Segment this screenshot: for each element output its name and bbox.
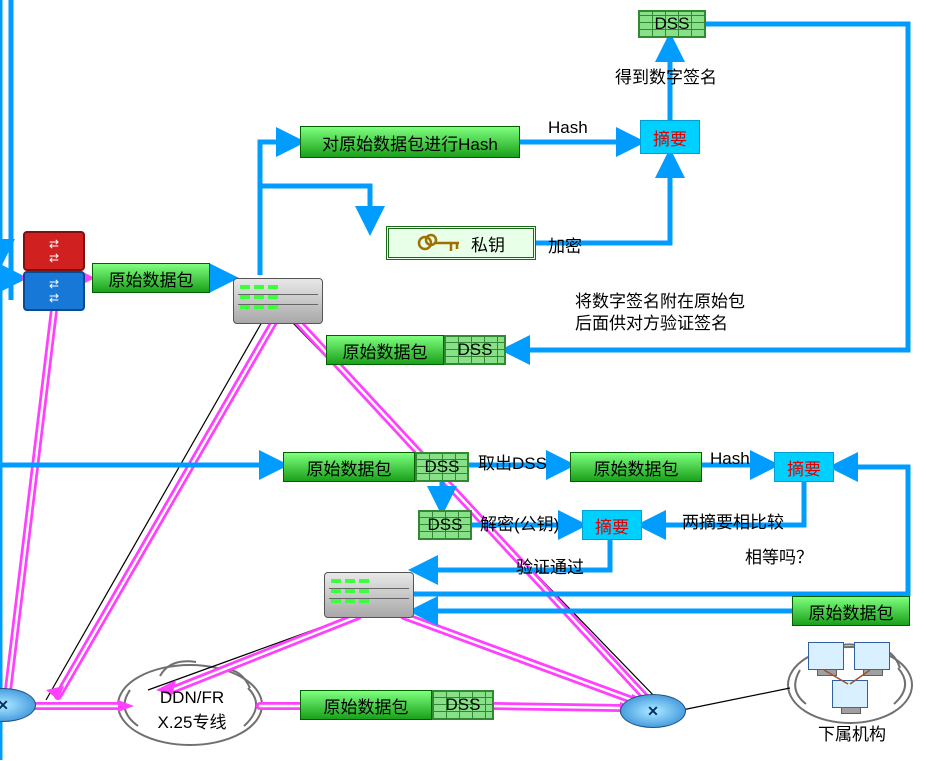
orig-pkt-3-text: 原始数据包 xyxy=(307,455,392,480)
orig-pkt-5: 原始数据包 xyxy=(792,596,910,626)
cloud1-l1: DDN/FR xyxy=(150,688,234,708)
server-receiver-icon xyxy=(324,572,414,618)
dss-top-text: DSS xyxy=(655,14,690,34)
equal-label: 相等吗？ xyxy=(745,543,813,568)
digest2-box: 摘要 xyxy=(774,452,834,482)
router-right-icon xyxy=(620,694,686,728)
orig-pkt-6: 原始数据包 xyxy=(300,690,432,720)
private-key-box: 私钥 xyxy=(386,226,536,260)
orig-pkt-5-text: 原始数据包 xyxy=(809,599,894,624)
attach-l2: 后面供对方验证签名 xyxy=(575,313,745,335)
orig-pkt-2: 原始数据包 xyxy=(326,335,444,365)
router-left-icon xyxy=(0,688,36,722)
orig-pkt-1-text: 原始数据包 xyxy=(109,266,194,291)
dss-3-box: DSS xyxy=(415,452,469,482)
attach-label: 将数字签名附在原始包 后面供对方验证签名 xyxy=(575,291,745,335)
decrypt-label: 解密(公钥) xyxy=(480,510,559,535)
digest2-text: 摘要 xyxy=(787,455,821,480)
orig-pkt-3: 原始数据包 xyxy=(283,452,415,482)
orig-pkt-4: 原始数据包 xyxy=(570,452,702,482)
digest3-box: 摘要 xyxy=(582,510,642,540)
dss-3-text: DSS xyxy=(425,457,460,477)
encrypt-label: 加密 xyxy=(548,232,582,257)
arrows-svg xyxy=(0,0,926,761)
dss-top-box: DSS xyxy=(638,10,706,38)
private-key-text: 私钥 xyxy=(471,231,505,256)
extract-label: 取出DSS xyxy=(478,449,547,474)
digest3-text: 摘要 xyxy=(595,513,629,538)
server-sender-icon xyxy=(233,278,323,324)
dss-2-text: DSS xyxy=(458,340,493,360)
dss-5-text: DSS xyxy=(446,695,481,715)
dss-4-box: DSS xyxy=(418,510,472,540)
orig-pkt-2-text: 原始数据包 xyxy=(343,338,428,363)
orig-pkt-4-text: 原始数据包 xyxy=(594,455,679,480)
suborg-label: 下属机构 xyxy=(818,720,886,745)
dss-2-box: DSS xyxy=(444,335,506,365)
orig-pkt-6-text: 原始数据包 xyxy=(324,693,409,718)
key-icon xyxy=(417,231,463,255)
cloud1-label: DDN/FR X.25专线 xyxy=(150,688,234,733)
hash-orig-box: 对原始数据包进行Hash xyxy=(300,126,520,158)
dss-4-text: DSS xyxy=(428,515,463,535)
hash-orig-text: 对原始数据包进行Hash xyxy=(322,130,498,155)
verify-label: 验证通过 xyxy=(516,553,584,578)
cloud1-l2: X.25专线 xyxy=(150,708,234,733)
attach-l1: 将数字签名附在原始包 xyxy=(575,291,745,313)
dss-5-box: DSS xyxy=(432,690,494,720)
orig-pkt-1: 原始数据包 xyxy=(92,263,210,293)
digest1-box: 摘要 xyxy=(640,120,700,154)
switch-stack-icon: ⇄⇄ ⇄⇄ xyxy=(23,231,85,311)
hash-edge-label: Hash xyxy=(548,118,588,138)
digest1-text: 摘要 xyxy=(653,125,687,150)
sign-label: 得到数字签名 xyxy=(615,63,717,88)
hash2-label: Hash xyxy=(710,449,750,469)
compare-label: 两摘要相比较 xyxy=(682,508,784,533)
